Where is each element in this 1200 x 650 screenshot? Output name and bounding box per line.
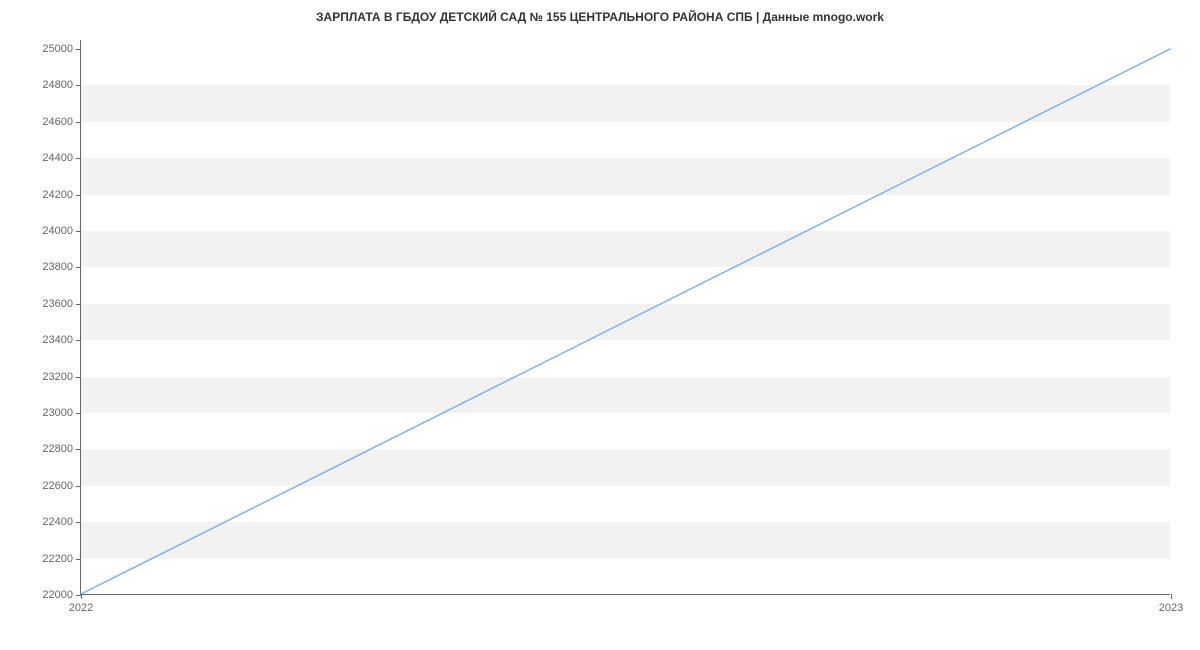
y-tick-label: 25000 [42, 43, 73, 55]
y-tick-label: 24400 [42, 152, 73, 164]
y-tick-label: 24800 [42, 79, 73, 91]
line-series-svg [81, 40, 1170, 594]
y-tick-mark [76, 559, 81, 560]
y-tick-mark [76, 122, 81, 123]
y-tick-label: 22400 [42, 516, 73, 528]
y-tick-label: 22000 [42, 589, 73, 601]
y-tick-mark [76, 231, 81, 232]
y-tick-label: 22200 [42, 553, 73, 565]
y-tick-mark [76, 49, 81, 50]
y-tick-mark [76, 413, 81, 414]
y-tick-label: 23000 [42, 407, 73, 419]
y-tick-mark [76, 377, 81, 378]
y-tick-mark [76, 304, 81, 305]
chart-area: 2200022200224002260022800230002320023400… [80, 40, 1170, 595]
y-tick-mark [76, 195, 81, 196]
y-tick-label: 23400 [42, 334, 73, 346]
y-tick-label: 23800 [42, 261, 73, 273]
y-tick-label: 24600 [42, 116, 73, 128]
series-line [81, 49, 1170, 594]
y-tick-label: 23200 [42, 371, 73, 383]
x-tick-label: 2022 [69, 602, 93, 614]
y-tick-mark [76, 522, 81, 523]
chart-title: ЗАРПЛАТА В ГБДОУ ДЕТСКИЙ САД № 155 ЦЕНТР… [0, 0, 1200, 24]
y-tick-label: 22800 [42, 443, 73, 455]
x-tick-mark [81, 594, 82, 599]
y-tick-label: 24200 [42, 189, 73, 201]
y-tick-mark [76, 340, 81, 341]
y-tick-mark [76, 486, 81, 487]
x-tick-mark [1171, 594, 1172, 599]
y-tick-mark [76, 85, 81, 86]
y-tick-mark [76, 267, 81, 268]
plot-region: 2200022200224002260022800230002320023400… [80, 40, 1170, 595]
y-tick-mark [76, 449, 81, 450]
y-tick-label: 22600 [42, 480, 73, 492]
y-tick-label: 23600 [42, 298, 73, 310]
y-tick-label: 24000 [42, 225, 73, 237]
x-tick-label: 2023 [1159, 602, 1183, 614]
y-tick-mark [76, 158, 81, 159]
